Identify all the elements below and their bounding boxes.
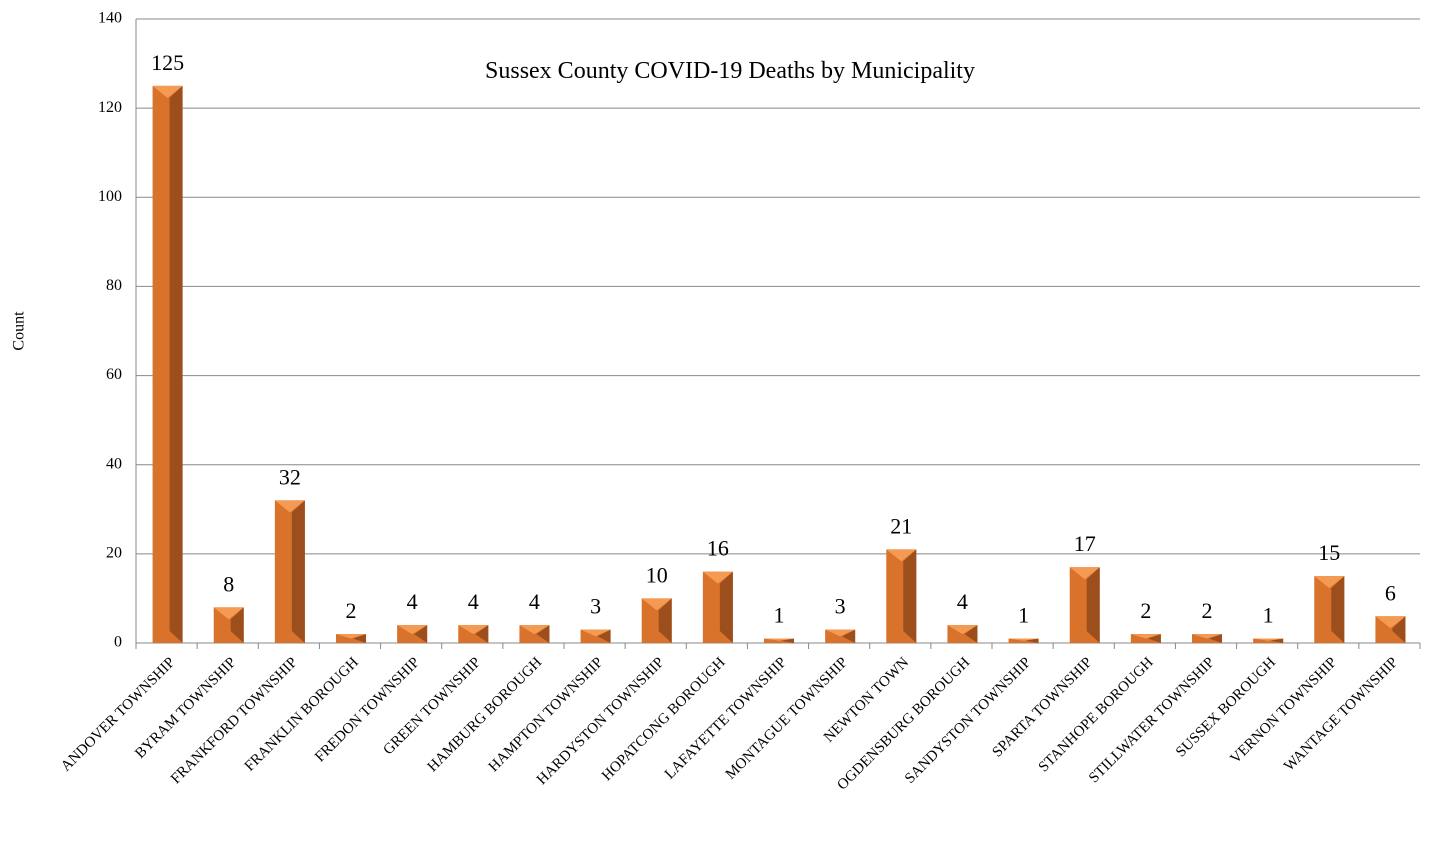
x-tick-label: VERNON TOWNSHIP xyxy=(1228,655,1341,768)
bar-top xyxy=(519,625,550,635)
bar-shade xyxy=(1025,638,1039,643)
x-tick-label: HOPATCONG BOROUGH xyxy=(599,654,729,784)
bar-shade xyxy=(414,625,428,643)
data-label: 2 xyxy=(1140,598,1151,623)
y-axis-label: Count xyxy=(11,311,28,351)
y-tick-label: 80 xyxy=(106,277,122,294)
data-label: 1 xyxy=(774,603,785,628)
bar-top xyxy=(1253,638,1284,641)
bar-top xyxy=(886,549,917,562)
bar-top xyxy=(1008,638,1039,641)
bar-shade xyxy=(291,500,305,643)
bar-top xyxy=(702,571,733,584)
bar-shade xyxy=(597,629,611,643)
bar-shade xyxy=(230,607,244,643)
x-tick-label: LAFAYETTE TOWNSHIP xyxy=(662,655,790,783)
y-tick-label: 100 xyxy=(98,188,122,205)
data-label: 17 xyxy=(1074,531,1096,556)
bar-shade xyxy=(1086,567,1100,643)
bar-shade xyxy=(169,85,183,644)
data-label: 3 xyxy=(835,594,846,619)
bar-top xyxy=(1069,567,1100,580)
bar-top xyxy=(152,85,183,98)
y-tick-label: 0 xyxy=(114,634,122,651)
bar-top xyxy=(397,625,428,635)
bar-top xyxy=(274,500,305,513)
x-tick-label: HAMPTON TOWNSHIP xyxy=(486,655,607,776)
data-label: 21 xyxy=(890,513,912,538)
bar-shade xyxy=(903,549,917,643)
x-tick-label: STANHOPE BOROUGH xyxy=(1036,654,1157,775)
chart-title: Sussex County COVID-19 Deaths by Municip… xyxy=(485,58,975,84)
data-label: 3 xyxy=(590,594,601,619)
data-label: 1 xyxy=(1263,603,1274,628)
bar-shade xyxy=(1270,638,1284,643)
bar-top xyxy=(764,638,794,641)
x-tick-label: WANTAGE TOWNSHIP xyxy=(1281,655,1401,775)
bar-shade xyxy=(1209,634,1222,643)
bar-top xyxy=(825,629,856,637)
x-tick-label: FRANKLIN BOROUGH xyxy=(242,654,362,774)
data-label: 6 xyxy=(1385,580,1396,605)
bar-top xyxy=(1192,634,1222,639)
data-label: 10 xyxy=(646,562,668,587)
x-tick-label: BYRAM TOWNSHIP xyxy=(132,655,239,762)
bar-top xyxy=(213,607,244,620)
data-label: 32 xyxy=(279,464,301,489)
y-tick-label: 20 xyxy=(106,545,122,562)
bar-top xyxy=(580,629,611,637)
x-tick-label: ANDOVER TOWNSHIP xyxy=(58,655,178,775)
bar-shade xyxy=(475,625,489,643)
bar-shade xyxy=(842,629,856,643)
data-label: 1 xyxy=(1018,603,1029,628)
bar-top xyxy=(1130,634,1161,639)
bar-shade xyxy=(658,598,672,643)
bar-top xyxy=(458,625,489,635)
x-tick-label: SANDYSTON TOWNSHIP xyxy=(902,655,1034,787)
x-tick-label: MONTAGUE TOWNSHIP xyxy=(723,655,851,783)
bar-shade xyxy=(1331,576,1345,643)
bar-top xyxy=(336,634,366,639)
x-tick-label: HARDYSTON TOWNSHIP xyxy=(534,655,668,789)
x-tick-label: SPARTA TOWNSHIP xyxy=(990,655,1096,761)
y-tick-label: 60 xyxy=(106,366,122,383)
bar-shade xyxy=(719,571,733,643)
x-tick-label: SUSSEX BOROUGH xyxy=(1173,654,1279,760)
bar-top xyxy=(641,598,672,611)
data-label: 15 xyxy=(1318,540,1340,565)
data-label: 4 xyxy=(957,589,968,614)
y-tick-label: 140 xyxy=(98,10,122,27)
data-label: 16 xyxy=(707,536,729,561)
data-label: 4 xyxy=(468,589,479,614)
bar-shade xyxy=(964,625,978,643)
bar-shade xyxy=(536,625,550,643)
data-label: 4 xyxy=(407,589,418,614)
bar-shade xyxy=(781,638,794,643)
x-tick-label: HAMBURG BOROUGH xyxy=(425,654,546,775)
bar-shade xyxy=(353,634,366,643)
y-tick-label: 40 xyxy=(106,455,122,472)
x-tick-label: STILLWATER TOWNSHIP xyxy=(1086,655,1218,787)
bar-top xyxy=(1375,616,1406,629)
data-label: 2 xyxy=(346,598,357,623)
bar-top xyxy=(1314,576,1345,589)
data-label: 8 xyxy=(223,571,234,596)
data-label: 4 xyxy=(529,589,540,614)
bar-shade xyxy=(1392,616,1406,643)
data-label: 125 xyxy=(151,50,184,75)
bar-top xyxy=(947,625,978,635)
y-tick-label: 120 xyxy=(98,99,122,116)
bar-shade xyxy=(1147,634,1161,643)
data-label: 2 xyxy=(1202,598,1213,623)
x-tick-label: FRANKFORD TOWNSHIP xyxy=(168,655,301,788)
x-tick-label: FREDON TOWNSHIP xyxy=(312,655,423,766)
